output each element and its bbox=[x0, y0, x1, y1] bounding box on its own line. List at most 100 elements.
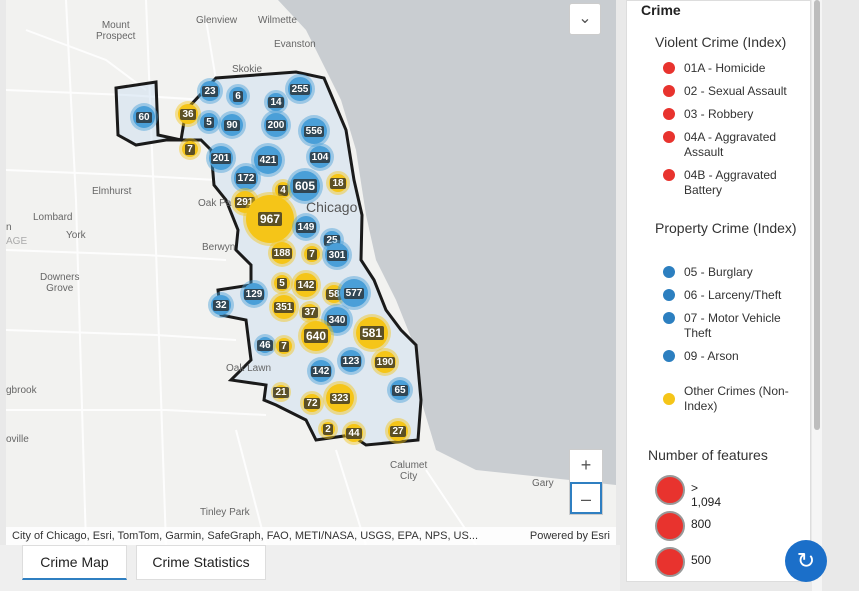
cluster-marker[interactable]: 149 bbox=[295, 216, 317, 238]
cluster-count: 104 bbox=[309, 151, 331, 163]
cluster-marker[interactable]: 36 bbox=[178, 104, 198, 124]
cluster-marker[interactable]: 577 bbox=[340, 279, 368, 307]
cluster-marker[interactable]: 5 bbox=[200, 113, 218, 131]
cluster-count: 188 bbox=[271, 247, 293, 259]
place-berwyn: Berwyn bbox=[202, 242, 236, 253]
legend-panel: Crime Violent Crime (Index) 01A - Homici… bbox=[626, 0, 811, 582]
cluster-marker[interactable]: 421 bbox=[254, 146, 282, 174]
legend-title: Crime bbox=[641, 2, 681, 18]
cluster-marker[interactable]: 301 bbox=[325, 243, 349, 267]
cluster-marker[interactable]: 640 bbox=[301, 321, 331, 351]
cluster-count: 421 bbox=[257, 154, 279, 166]
cluster-count: 14 bbox=[268, 96, 284, 108]
tab-bar: Crime Map Crime Statistics bbox=[0, 545, 620, 591]
place-york: York bbox=[66, 230, 86, 241]
aggravated-battery-icon bbox=[663, 169, 675, 181]
powered-by[interactable]: Powered by Esri bbox=[529, 530, 610, 542]
cluster-marker[interactable]: 46 bbox=[257, 337, 273, 353]
cluster-marker[interactable]: 172 bbox=[234, 166, 258, 190]
cluster-marker[interactable]: 60 bbox=[133, 106, 155, 128]
feature-circle-icon bbox=[655, 475, 685, 505]
place-skokie: Skokie bbox=[232, 64, 263, 75]
place-oak-lawn: Oak Lawn bbox=[226, 363, 272, 374]
cluster-marker[interactable]: 201 bbox=[209, 146, 233, 170]
cluster-count: 255 bbox=[289, 83, 311, 95]
cluster-count: 4 bbox=[278, 184, 288, 196]
place-age: AGE bbox=[6, 236, 28, 247]
place-calumet-city: Calumet City bbox=[390, 460, 428, 482]
crime-map[interactable]: Glenview Wilmette Mount Prospect Evansto… bbox=[6, 0, 616, 545]
cluster-marker[interactable]: 190 bbox=[374, 351, 396, 373]
cluster-marker[interactable]: 2 bbox=[321, 422, 335, 436]
cluster-count: 32 bbox=[213, 299, 229, 311]
cluster-marker[interactable]: 123 bbox=[340, 350, 362, 372]
cluster-marker[interactable]: 23 bbox=[200, 81, 220, 101]
cluster-marker[interactable]: 340 bbox=[324, 307, 350, 333]
cluster-count: 7 bbox=[279, 340, 289, 352]
scrollbar-thumb[interactable] bbox=[814, 0, 820, 430]
cluster-marker[interactable]: 44 bbox=[345, 424, 363, 442]
cluster-count: 5 bbox=[204, 116, 214, 128]
place-elmhurst: Elmhurst bbox=[92, 186, 132, 197]
cluster-marker[interactable]: 7 bbox=[304, 246, 320, 262]
tab-crime-map[interactable]: Crime Map bbox=[22, 545, 127, 580]
cluster-marker[interactable]: 104 bbox=[309, 146, 331, 168]
cluster-marker[interactable]: 14 bbox=[267, 93, 285, 111]
cluster-marker[interactable]: 32 bbox=[211, 295, 231, 315]
cluster-count: 37 bbox=[302, 306, 318, 318]
cluster-marker[interactable]: 581 bbox=[356, 317, 388, 349]
cluster-marker[interactable]: 72 bbox=[303, 394, 321, 412]
cluster-marker[interactable]: 7 bbox=[182, 141, 198, 157]
refresh-button[interactable]: ↻ bbox=[785, 540, 827, 582]
cluster-marker[interactable]: 967 bbox=[246, 195, 294, 243]
cluster-marker[interactable]: 5 bbox=[274, 275, 290, 291]
cluster-marker[interactable]: 351 bbox=[272, 295, 296, 319]
cluster-marker[interactable]: 18 bbox=[329, 174, 347, 192]
cluster-count: 123 bbox=[340, 355, 362, 367]
cluster-marker[interactable]: 4 bbox=[275, 182, 291, 198]
cluster-marker[interactable]: 58 bbox=[325, 285, 343, 303]
cluster-count: 301 bbox=[326, 249, 348, 261]
place-n: n bbox=[6, 222, 12, 233]
cluster-marker[interactable]: 556 bbox=[301, 118, 327, 144]
cluster-count: 27 bbox=[390, 425, 406, 437]
feature-circle-icon bbox=[655, 547, 685, 577]
cluster-count: 556 bbox=[303, 125, 325, 137]
cluster-marker[interactable]: 142 bbox=[310, 360, 332, 382]
cluster-marker[interactable]: 21 bbox=[273, 385, 289, 399]
collapse-button[interactable]: ⌄ bbox=[569, 3, 601, 35]
place-wilmette: Wilmette bbox=[258, 15, 297, 26]
cluster-marker[interactable]: 90 bbox=[221, 114, 243, 136]
place-oak-park: Oak Pa bbox=[198, 198, 232, 209]
cluster-marker[interactable]: 27 bbox=[388, 421, 408, 441]
cluster-marker[interactable]: 6 bbox=[229, 87, 247, 105]
cluster-marker[interactable]: 255 bbox=[288, 77, 312, 101]
zoom-out-button[interactable]: – bbox=[570, 482, 602, 514]
zoom-in-button[interactable]: + bbox=[580, 455, 592, 475]
sexual-assault-icon bbox=[663, 85, 675, 97]
cluster-count: 7 bbox=[185, 143, 195, 155]
cluster-marker[interactable]: 37 bbox=[302, 304, 318, 320]
cluster-marker[interactable]: 7 bbox=[276, 338, 292, 354]
cluster-marker[interactable]: 65 bbox=[390, 380, 410, 400]
cluster-count: 340 bbox=[326, 314, 348, 326]
cluster-count: 44 bbox=[346, 427, 362, 439]
place-glenview: Glenview bbox=[196, 15, 238, 26]
tab-crime-statistics[interactable]: Crime Statistics bbox=[136, 545, 266, 580]
place-evanston: Evanston bbox=[274, 39, 316, 50]
cluster-count: 351 bbox=[273, 301, 295, 313]
cluster-count: 46 bbox=[257, 339, 273, 351]
cluster-marker[interactable]: 200 bbox=[264, 113, 288, 137]
place-gbrook: gbrook bbox=[6, 385, 37, 396]
homicide-icon bbox=[663, 62, 675, 74]
burglary-icon bbox=[663, 266, 675, 278]
cluster-count: 142 bbox=[310, 365, 332, 377]
cluster-marker[interactable]: 142 bbox=[294, 273, 318, 297]
cluster-count: 36 bbox=[180, 108, 196, 120]
cluster-marker[interactable]: 188 bbox=[271, 242, 293, 264]
cluster-marker[interactable]: 323 bbox=[326, 384, 354, 412]
chevron-double-down-icon: ⌄ bbox=[578, 10, 592, 27]
cluster-marker[interactable]: 129 bbox=[243, 283, 265, 305]
cluster-marker[interactable]: 605 bbox=[290, 171, 320, 201]
features-heading: Number of features bbox=[648, 447, 768, 463]
